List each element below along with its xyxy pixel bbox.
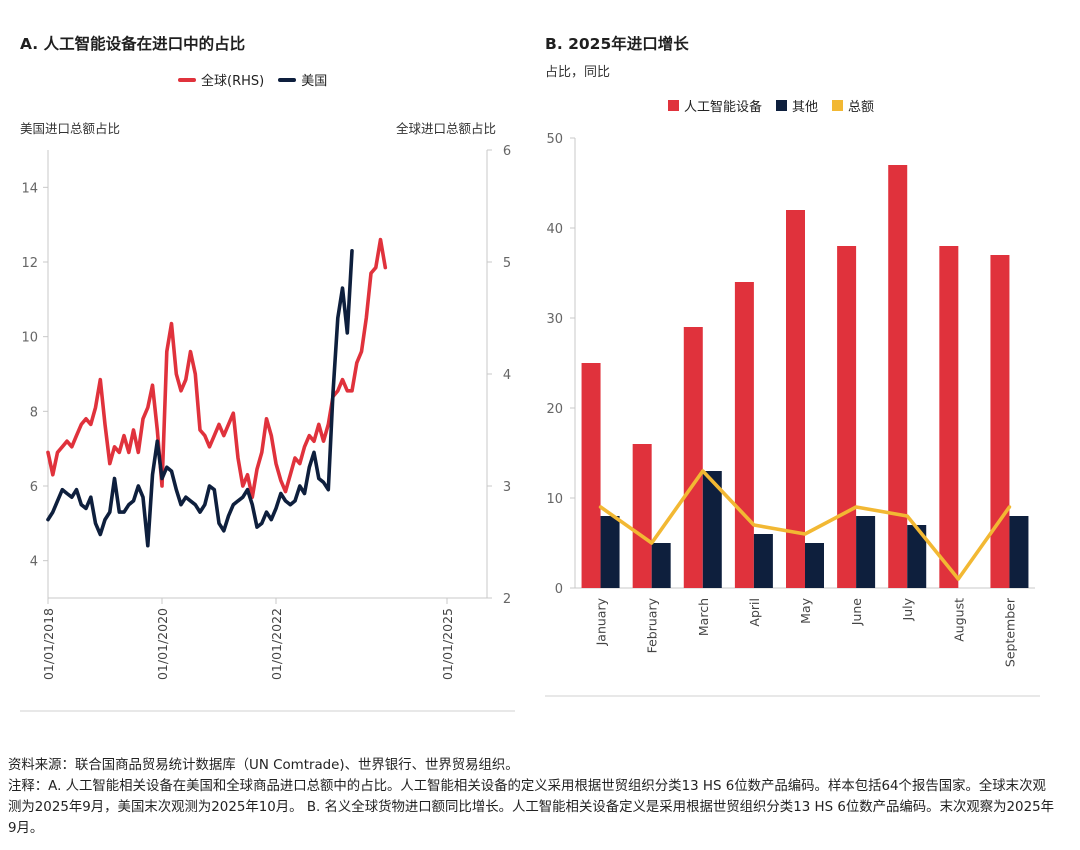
panel-b-legend: 人工智能设备 其他 总额: [668, 96, 874, 115]
x-tick-label: March: [696, 598, 711, 636]
legend-swatch-other: [776, 100, 788, 111]
x-tick-label: April: [747, 598, 762, 627]
bar-other-march: [702, 471, 722, 588]
y-tick-label: 40: [546, 222, 563, 237]
right-tick-label: 2: [503, 592, 511, 607]
legend-swatch-total: [832, 100, 844, 111]
x-tick-label: 01/01/2022: [269, 608, 284, 680]
bar-ai-february: [632, 444, 652, 588]
legend-swatch-us: [278, 77, 297, 82]
x-tick-label: 01/01/2018: [41, 608, 56, 680]
y-tick-label: 30: [546, 312, 563, 327]
panel-a-right-axis-label: 全球进口总额占比: [396, 121, 497, 136]
x-tick-label: August: [951, 598, 966, 642]
series-line-total: [598, 469, 1012, 581]
x-tick-label: February: [645, 597, 660, 653]
y-tick-label: 10: [546, 492, 563, 507]
right-tick-label: 4: [503, 368, 511, 383]
legend-label-global: 全球(RHS): [201, 74, 265, 89]
left-tick-label: 6: [30, 480, 38, 495]
bar-ai-august: [939, 246, 959, 588]
left-tick-label: 8: [30, 405, 38, 420]
legend-swatch-ai: [668, 100, 679, 111]
left-tick-label: 10: [21, 331, 38, 346]
chart-note: 注释：A. 人工智能相关设备在美国和全球商品进口总额中的占比。人工智能相关设备的…: [8, 779, 1054, 836]
left-tick-label: 4: [30, 555, 38, 570]
legend-item-total: 总额: [832, 96, 874, 115]
bar-ai-july: [888, 165, 908, 588]
bar-ai-june: [837, 246, 857, 588]
legend-swatch-global: [178, 77, 196, 82]
legend-item-other: 其他: [776, 96, 818, 115]
y-tick-label: 20: [546, 402, 563, 417]
legend-item-us: 美国: [278, 70, 327, 89]
right-tick-label: 6: [503, 144, 511, 159]
panel-a-left-axis-label: 美国进口总额占比: [20, 121, 121, 136]
x-tick-label: July: [900, 597, 915, 621]
x-tick-label: June: [849, 598, 864, 627]
bar-other-july: [907, 525, 927, 588]
legend-label-ai: 人工智能设备: [684, 100, 763, 115]
series-line-global: [46, 237, 388, 500]
panel-b-title: B. 2025年进口增长: [545, 35, 689, 53]
legend-label-other: 其他: [792, 100, 819, 115]
legend-item-ai: 人工智能设备: [668, 96, 762, 115]
x-tick-label: January: [594, 597, 609, 646]
bar-other-june: [856, 516, 876, 588]
x-tick-label: May: [798, 597, 813, 623]
panel-a-chart: 4 6 8 10 12 14 2 3 4 5 6 01/01/2018 01/01/2020 01/01/…: [20, 144, 515, 712]
x-tick-label: 01/01/2025: [440, 608, 455, 680]
bar-ai-april: [734, 282, 754, 588]
legend-label-us: 美国: [301, 74, 328, 89]
bar-ai-september: [990, 255, 1010, 588]
source-note: 资料来源：联合国商品贸易统计数据库（UN Comtrade)、世界银行、世界贸易…: [8, 758, 519, 773]
bar-other-may: [805, 543, 824, 588]
series-line-us: [46, 249, 354, 548]
left-tick-label: 12: [21, 256, 38, 271]
legend-item-global: 全球(RHS): [178, 70, 264, 89]
y-tick-label: 50: [546, 132, 563, 147]
legend-label-total: 总额: [848, 100, 875, 115]
y-tick-label: 0: [555, 582, 563, 597]
bar-ai-january: [581, 363, 601, 588]
panel-b-chart: 0 10 20 30 40 50 January February March April May J…: [545, 132, 1040, 697]
footnotes: 资料来源：联合国商品贸易统计数据库（UN Comtrade)、世界银行、世界贸易…: [8, 755, 1058, 839]
x-tick-label: 01/01/2020: [155, 608, 170, 680]
x-tick-label: September: [1002, 597, 1017, 667]
bar-ai-march: [683, 327, 703, 588]
panel-a-title: A. 人工智能设备在进口中的占比: [20, 35, 246, 53]
right-tick-label: 3: [503, 480, 511, 495]
left-tick-label: 14: [21, 181, 38, 196]
bar-other-september: [1009, 516, 1029, 588]
panel-a-legend: 全球(RHS) 美国: [178, 70, 327, 89]
right-tick-label: 5: [503, 256, 511, 271]
bar-ai-may: [786, 210, 805, 588]
panel-b-subtitle: 占比，同比: [545, 65, 611, 80]
bar-other-january: [600, 516, 620, 588]
bar-other-february: [651, 543, 671, 588]
bar-other-april: [753, 534, 773, 588]
